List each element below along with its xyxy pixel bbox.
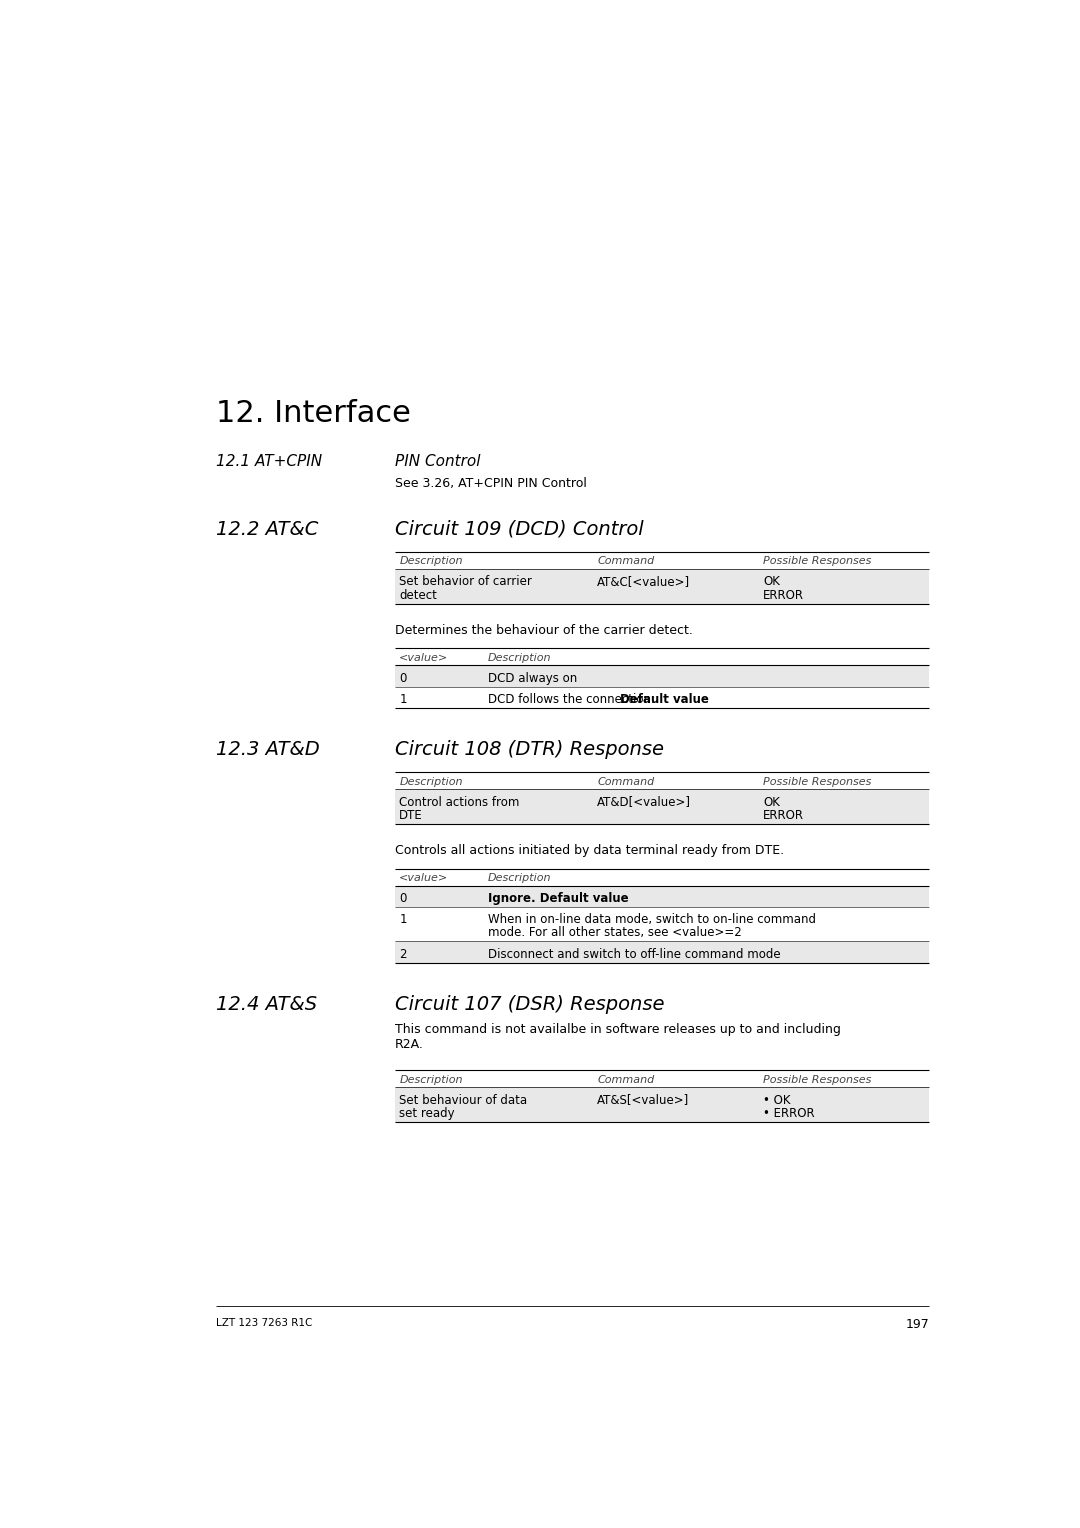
Text: Control actions from: Control actions from — [400, 796, 519, 808]
Text: DCD follows the connection.: DCD follows the connection. — [487, 692, 658, 706]
Text: 0: 0 — [400, 892, 407, 905]
Text: Circuit 107 (DSR) Response: Circuit 107 (DSR) Response — [394, 995, 664, 1015]
Text: Command: Command — [597, 556, 654, 567]
Text: • ERROR: • ERROR — [762, 1106, 814, 1120]
Text: 12. Interface: 12. Interface — [216, 399, 411, 428]
Text: 1: 1 — [400, 692, 407, 706]
Text: 12.3 AT&D: 12.3 AT&D — [216, 740, 320, 759]
Text: Description: Description — [400, 1074, 462, 1085]
Text: 197: 197 — [906, 1317, 930, 1331]
Text: Command: Command — [597, 776, 654, 787]
Text: set ready: set ready — [400, 1106, 455, 1120]
Bar — [394, 790, 930, 824]
Text: R2A.: R2A. — [394, 1038, 423, 1051]
Text: Circuit 109 (DCD) Control: Circuit 109 (DCD) Control — [394, 520, 644, 539]
Text: DCD always on: DCD always on — [487, 671, 577, 685]
Text: Default value: Default value — [620, 692, 708, 706]
Text: AT&S[<value>]: AT&S[<value>] — [597, 1094, 689, 1106]
Text: detect: detect — [400, 588, 437, 602]
Bar — [394, 568, 930, 604]
Text: Set behaviour of data: Set behaviour of data — [400, 1094, 527, 1106]
Text: Description: Description — [400, 556, 462, 567]
Text: 12.2 AT&C: 12.2 AT&C — [216, 520, 319, 539]
Text: DTE: DTE — [400, 808, 423, 822]
Text: Command: Command — [597, 1074, 654, 1085]
Text: This command is not availalbe in software releases up to and including: This command is not availalbe in softwar… — [394, 1022, 840, 1036]
Text: <value>: <value> — [400, 652, 448, 663]
Text: Ignore. Default value: Ignore. Default value — [487, 892, 629, 905]
Text: AT&D[<value>]: AT&D[<value>] — [597, 796, 691, 808]
Text: 1: 1 — [400, 912, 407, 926]
Text: 2: 2 — [400, 947, 407, 961]
Text: When in on-line data mode, switch to on-line command: When in on-line data mode, switch to on-… — [487, 912, 815, 926]
Text: OK: OK — [762, 575, 780, 588]
Bar — [394, 941, 930, 963]
Text: • OK: • OK — [762, 1094, 791, 1106]
Text: Description: Description — [400, 776, 462, 787]
Text: Set behavior of carrier: Set behavior of carrier — [400, 575, 532, 588]
Text: Controls all actions initiated by data terminal ready from DTE.: Controls all actions initiated by data t… — [394, 843, 784, 857]
Text: Possible Responses: Possible Responses — [762, 1074, 872, 1085]
Text: ERROR: ERROR — [762, 808, 804, 822]
Text: OK: OK — [762, 796, 780, 808]
Text: Possible Responses: Possible Responses — [762, 776, 872, 787]
Text: LZT 123 7263 R1C: LZT 123 7263 R1C — [216, 1317, 313, 1328]
Text: 12.1 AT+CPIN: 12.1 AT+CPIN — [216, 454, 323, 469]
Text: Determines the behaviour of the carrier detect.: Determines the behaviour of the carrier … — [394, 623, 692, 637]
Text: PIN Control: PIN Control — [394, 454, 481, 469]
Text: Circuit 108 (DTR) Response: Circuit 108 (DTR) Response — [394, 740, 663, 759]
Text: Possible Responses: Possible Responses — [762, 556, 872, 567]
Bar — [394, 1088, 930, 1122]
Text: See 3.26, AT+CPIN PIN Control: See 3.26, AT+CPIN PIN Control — [394, 477, 586, 490]
Text: mode. For all other states, see <value>=2: mode. For all other states, see <value>=… — [487, 926, 741, 940]
Text: AT&C[<value>]: AT&C[<value>] — [597, 575, 690, 588]
Text: Disconnect and switch to off-line command mode: Disconnect and switch to off-line comman… — [487, 947, 780, 961]
Text: Description: Description — [487, 872, 551, 883]
Text: 12.4 AT&S: 12.4 AT&S — [216, 995, 318, 1015]
Bar — [394, 665, 930, 686]
Text: <value>: <value> — [400, 872, 448, 883]
Text: Description: Description — [487, 652, 551, 663]
Bar — [394, 886, 930, 906]
Text: ERROR: ERROR — [762, 588, 804, 602]
Text: 0: 0 — [400, 671, 407, 685]
